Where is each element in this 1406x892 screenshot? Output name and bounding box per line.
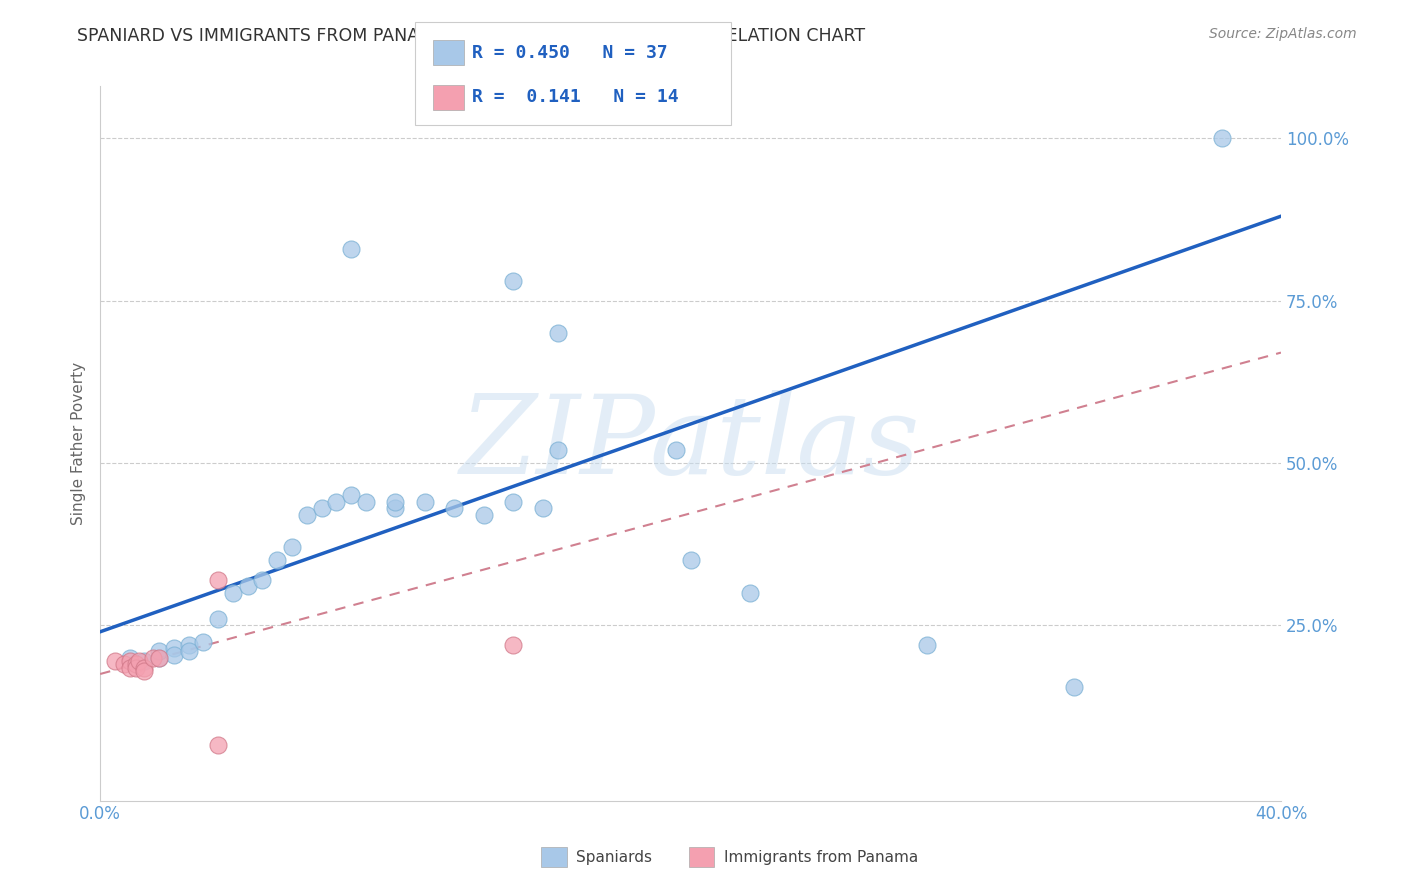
Point: [124, 657, 146, 672]
Point: [118, 654, 141, 668]
Point: [148, 644, 170, 658]
Point: [531, 501, 554, 516]
Point: [142, 650, 165, 665]
Point: [118, 650, 141, 665]
Point: [148, 650, 170, 665]
Text: ZIPatlas: ZIPatlas: [460, 390, 921, 497]
Point: [148, 650, 170, 665]
Point: [236, 579, 259, 593]
Y-axis label: Single Father Poverty: Single Father Poverty: [72, 362, 86, 525]
Point: [295, 508, 318, 522]
Point: [443, 501, 465, 516]
Text: R =  0.141   N = 14: R = 0.141 N = 14: [472, 88, 679, 106]
Point: [134, 654, 156, 668]
Point: [502, 495, 524, 509]
Point: [177, 638, 200, 652]
Point: [134, 664, 156, 678]
Point: [134, 660, 156, 674]
Text: R = 0.450   N = 37: R = 0.450 N = 37: [472, 44, 668, 62]
Point: [1211, 131, 1233, 145]
Point: [281, 541, 304, 555]
Text: Spaniards: Spaniards: [576, 850, 652, 864]
Point: [177, 644, 200, 658]
Point: [207, 739, 229, 753]
Point: [128, 654, 150, 668]
Point: [112, 657, 135, 672]
Point: [311, 501, 333, 516]
Point: [472, 508, 495, 522]
Point: [193, 634, 215, 648]
Point: [547, 326, 569, 340]
Point: [547, 442, 569, 457]
Point: [266, 553, 288, 567]
Point: [665, 442, 688, 457]
Point: [384, 495, 406, 509]
Text: Source: ZipAtlas.com: Source: ZipAtlas.com: [1209, 27, 1357, 41]
Point: [163, 640, 186, 655]
Point: [124, 660, 146, 674]
Point: [340, 488, 363, 502]
Point: [413, 495, 436, 509]
Text: SPANIARD VS IMMIGRANTS FROM PANAMA SINGLE FATHER POVERTY CORRELATION CHART: SPANIARD VS IMMIGRANTS FROM PANAMA SINGL…: [77, 27, 866, 45]
Point: [915, 638, 938, 652]
Point: [340, 242, 363, 256]
Point: [104, 654, 127, 668]
Point: [252, 573, 274, 587]
Text: Immigrants from Panama: Immigrants from Panama: [724, 850, 918, 864]
Point: [679, 553, 702, 567]
Point: [738, 586, 761, 600]
Point: [354, 495, 377, 509]
Point: [222, 586, 245, 600]
Point: [207, 612, 229, 626]
Point: [207, 573, 229, 587]
Point: [502, 274, 524, 288]
Point: [118, 660, 141, 674]
Point: [1063, 680, 1085, 694]
Point: [502, 638, 524, 652]
Point: [325, 495, 347, 509]
Point: [384, 501, 406, 516]
Point: [163, 648, 186, 662]
